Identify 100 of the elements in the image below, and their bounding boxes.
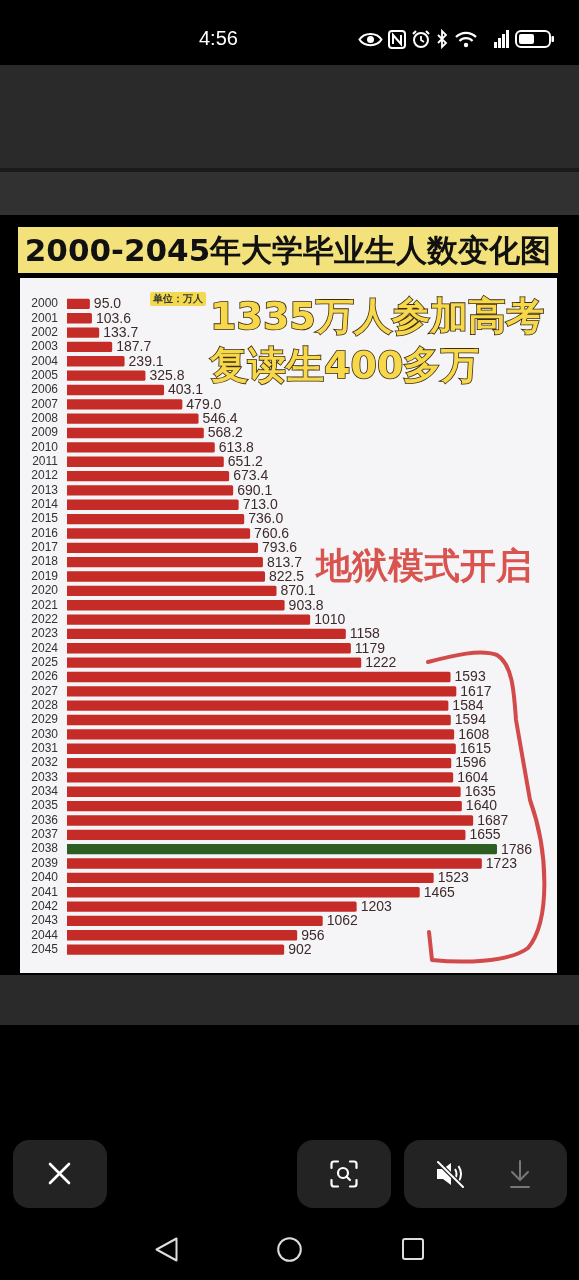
bar: [67, 528, 251, 539]
y-tick-label: 2033: [31, 769, 59, 784]
data-label: 1203: [360, 897, 392, 914]
data-label: 903.8: [288, 596, 324, 613]
annotation: 1335万人参加高考: [210, 294, 544, 338]
bar: [67, 772, 454, 783]
data-label: 1635: [464, 783, 496, 800]
y-tick-label: 2028: [31, 697, 59, 712]
bar: [67, 485, 234, 496]
data-label: 133.7: [103, 323, 139, 340]
y-tick-label: 2003: [31, 339, 59, 354]
data-label: 902: [288, 940, 312, 957]
bar: [67, 356, 125, 367]
data-label: 1608: [458, 725, 490, 742]
data-label: 239.1: [128, 352, 164, 369]
bar: [67, 786, 461, 797]
bar: [67, 757, 452, 769]
data-label: 1010: [314, 610, 346, 627]
bar: [67, 313, 92, 324]
y-tick-label: 2034: [31, 784, 59, 799]
y-tick-label: 2042: [31, 898, 59, 913]
data-label: 1594: [454, 711, 487, 728]
y-tick-label: 2005: [31, 367, 59, 382]
bar: [67, 571, 266, 582]
y-tick-label: 2045: [31, 941, 59, 956]
y-tick-label: 2002: [31, 324, 59, 339]
bar: [67, 901, 357, 912]
y-tick-label: 2027: [31, 683, 59, 698]
data-label: 813.7: [266, 553, 303, 570]
bar: [67, 815, 474, 826]
y-tick-label: 2000: [31, 296, 59, 311]
data-label: 1687: [477, 811, 509, 828]
y-tick-label: 2044: [31, 927, 59, 942]
data-label: 1584: [452, 697, 484, 714]
y-tick-label: 2036: [31, 812, 59, 827]
annotation: 单位：万人: [150, 292, 206, 306]
data-label: 651.2: [227, 453, 264, 470]
y-tick-label: 2018: [31, 554, 59, 569]
data-label: 690.1: [237, 481, 273, 498]
bar: [67, 399, 183, 410]
y-tick-label: 2024: [31, 640, 59, 655]
y-tick-label: 2006: [31, 382, 59, 397]
annotation: 复读生400多万: [210, 343, 480, 387]
data-label: 1062: [326, 912, 359, 929]
data-label: 403.1: [168, 381, 204, 398]
y-tick-label: 2041: [31, 884, 59, 899]
y-tick-label: 2022: [31, 611, 59, 626]
y-tick-label: 2014: [31, 497, 59, 512]
bar: [67, 671, 451, 683]
bar: [67, 427, 204, 439]
data-label: 673.4: [233, 467, 269, 484]
bar: [67, 714, 451, 726]
bar: [67, 413, 199, 424]
bar: [67, 470, 230, 482]
bar: [67, 743, 456, 754]
y-tick-label: 2020: [31, 583, 59, 598]
y-tick-label: 2032: [31, 755, 59, 770]
bar: [67, 643, 351, 654]
bar: [67, 341, 113, 353]
data-label: 713.0: [242, 496, 278, 513]
data-label: 1604: [457, 768, 489, 785]
data-label: 793.6: [262, 539, 298, 556]
bar: [67, 327, 100, 338]
data-label: 187.7: [116, 338, 152, 355]
bar: [67, 370, 146, 381]
bar: [67, 944, 285, 955]
y-tick-label: 2038: [31, 841, 59, 856]
data-label: 103.6: [95, 309, 132, 326]
bar: [67, 298, 90, 310]
bar: [67, 872, 434, 884]
data-label: 822.5: [269, 567, 305, 584]
data-label: 1615: [459, 740, 492, 757]
bar: [67, 557, 263, 568]
data-label: 1596: [455, 754, 487, 771]
y-tick-label: 2040: [31, 870, 59, 885]
bar: [67, 858, 482, 869]
data-label: 1179: [354, 639, 386, 656]
data-label: 1158: [349, 625, 381, 642]
y-tick-label: 2043: [31, 913, 59, 928]
y-tick-label: 2017: [31, 540, 59, 555]
data-label: 1465: [423, 883, 456, 900]
y-tick-label: 2023: [31, 626, 59, 641]
annotation: 地狱模式开启: [316, 545, 532, 586]
y-tick-label: 2021: [31, 597, 59, 612]
y-tick-label: 2019: [31, 568, 59, 583]
data-label: 95.0: [93, 295, 122, 312]
bar: [67, 499, 239, 510]
bar: [67, 657, 362, 668]
data-label: 546.4: [202, 410, 238, 427]
y-tick-label: 2037: [31, 827, 59, 842]
data-label: 479.0: [186, 395, 222, 412]
y-tick-label: 2010: [31, 439, 59, 454]
data-label: 325.8: [149, 366, 185, 383]
y-tick-label: 2011: [32, 454, 59, 469]
y-tick-label: 2029: [31, 712, 59, 727]
y-tick-label: 2007: [31, 396, 59, 411]
data-label: 760.6: [254, 524, 290, 541]
y-tick-label: 2009: [31, 425, 59, 440]
data-label: 1655: [469, 826, 501, 843]
bar: [67, 542, 259, 553]
